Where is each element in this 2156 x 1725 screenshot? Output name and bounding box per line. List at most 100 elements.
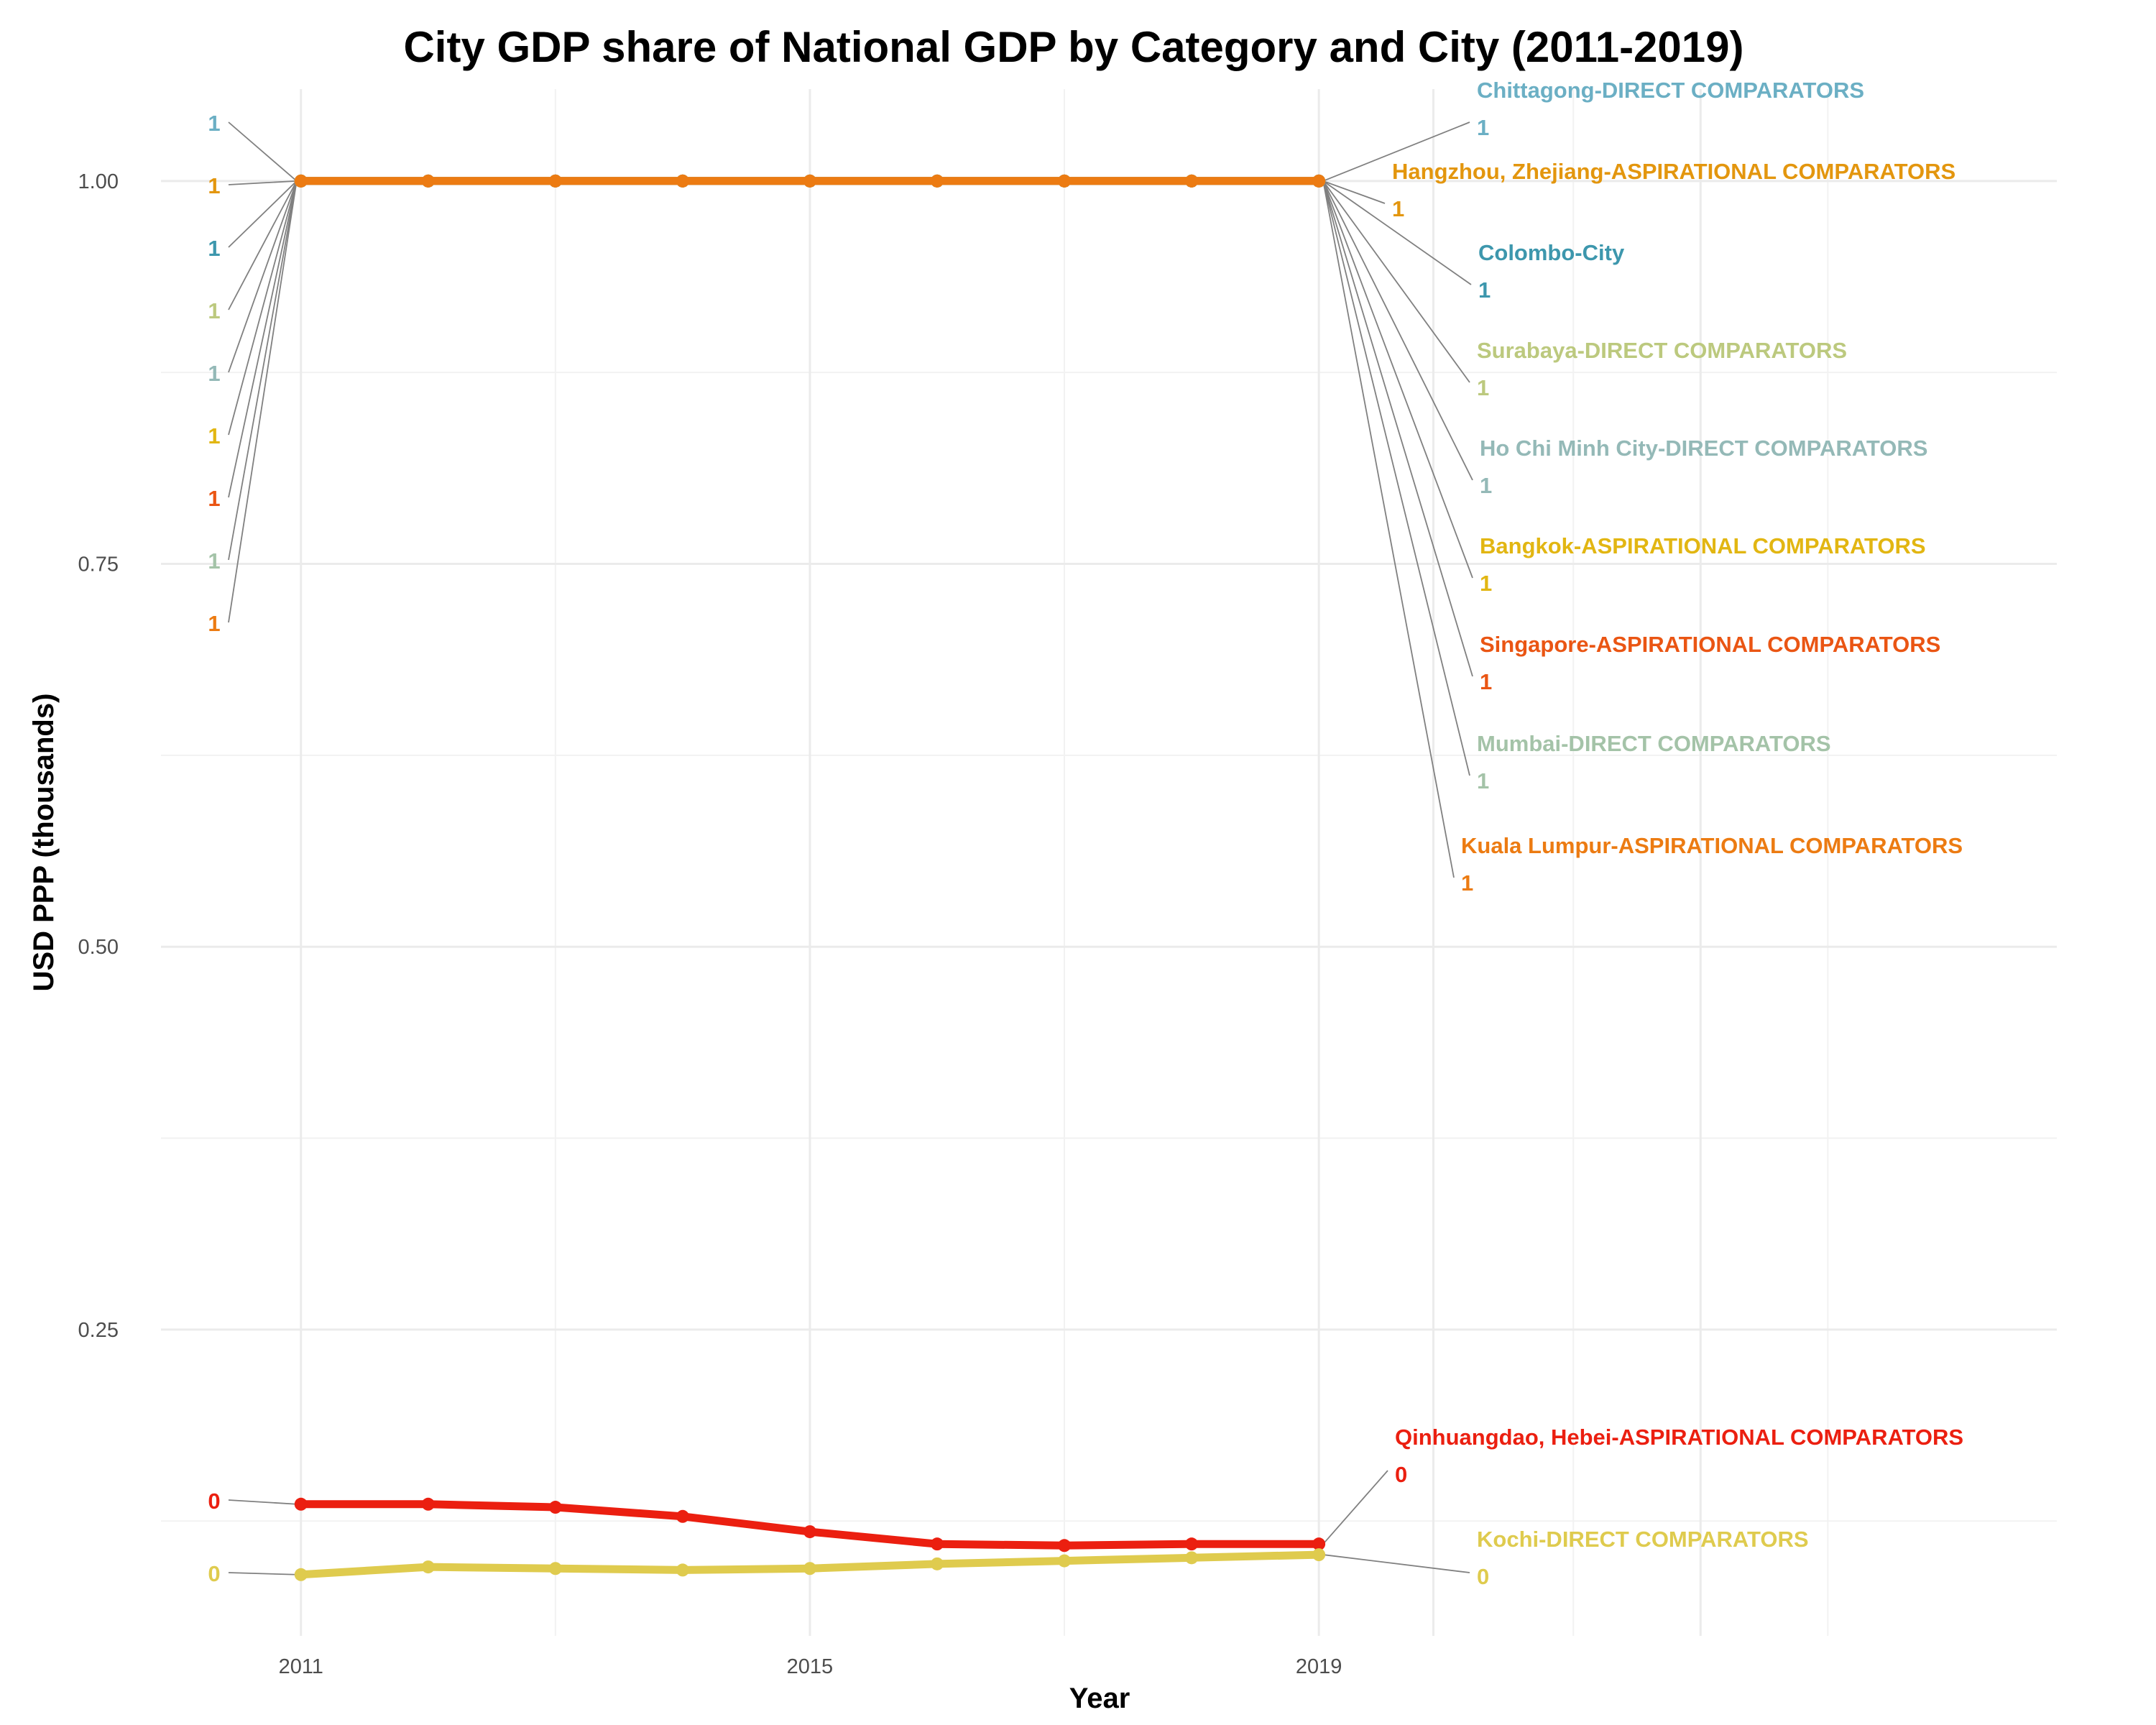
data-point bbox=[930, 174, 944, 188]
data-point bbox=[294, 174, 308, 188]
label-leader bbox=[1322, 180, 1473, 677]
label-leader bbox=[1322, 180, 1470, 383]
right-value-label: 1 bbox=[1392, 196, 1404, 221]
label-leader bbox=[228, 180, 298, 373]
data-point bbox=[1185, 1537, 1199, 1551]
series-name-label: Hangzhou, Zhejiang-ASPIRATIONAL COMPARAT… bbox=[1392, 159, 1955, 184]
left-value-label: 1 bbox=[208, 298, 220, 323]
data-point bbox=[803, 1525, 816, 1539]
label-leader bbox=[1322, 121, 1470, 182]
series-11 bbox=[294, 1548, 1326, 1581]
data-point bbox=[676, 1509, 689, 1523]
y-tick-label: 0.50 bbox=[78, 936, 119, 959]
series-name-label: Mumbai-DIRECT COMPARATORS bbox=[1477, 731, 1831, 756]
label-leader bbox=[228, 180, 298, 623]
data-point bbox=[930, 1557, 944, 1570]
series-name-label: Bangkok-ASPIRATIONAL COMPARATORS bbox=[1480, 533, 1926, 558]
left-value-label: 1 bbox=[208, 423, 220, 448]
series-name-label: Colombo-City bbox=[1478, 240, 1625, 265]
right-value-label: 1 bbox=[1477, 768, 1489, 794]
label-leader bbox=[1322, 180, 1386, 204]
series-name-label: Kuala Lumpur-ASPIRATIONAL COMPARATORS bbox=[1461, 833, 1963, 858]
series-name-label: Kochi-DIRECT COMPARATORS bbox=[1477, 1527, 1809, 1552]
data-point bbox=[1058, 174, 1072, 188]
data-point bbox=[1312, 1548, 1326, 1562]
data-point bbox=[421, 174, 435, 188]
label-leader bbox=[1322, 180, 1470, 776]
data-point bbox=[676, 174, 689, 188]
data-point bbox=[1312, 1537, 1326, 1551]
series-name-label: Ho Chi Minh City-DIRECT COMPARATORS bbox=[1480, 436, 1927, 461]
label-leader bbox=[228, 1499, 297, 1505]
right-value-label: 1 bbox=[1478, 277, 1491, 303]
label-leader bbox=[228, 180, 297, 185]
label-leader bbox=[1322, 180, 1455, 878]
series-10 bbox=[294, 1497, 1326, 1552]
left-value-label: 1 bbox=[208, 486, 220, 511]
axis-ticks: 0.25 0.50 0.75 1.00 2011 2015 2019 bbox=[78, 170, 1342, 1678]
data-point bbox=[548, 1562, 562, 1576]
series-9 bbox=[294, 174, 1326, 188]
data-point bbox=[421, 1497, 435, 1511]
series-name-label: Chittagong-DIRECT COMPARATORS bbox=[1477, 78, 1864, 103]
left-value-label: 1 bbox=[208, 548, 220, 574]
left-value-label: 0 bbox=[208, 1561, 220, 1586]
label-leader bbox=[1322, 180, 1473, 579]
data-point bbox=[1185, 1551, 1199, 1565]
y-tick-label: 0.75 bbox=[78, 553, 119, 576]
series-layer bbox=[294, 174, 1326, 1581]
data-point bbox=[676, 1563, 689, 1577]
label-leader bbox=[1322, 1470, 1388, 1545]
data-point bbox=[803, 174, 816, 188]
right-value-label: 0 bbox=[1477, 1564, 1489, 1589]
label-leader bbox=[228, 180, 298, 436]
label-leader bbox=[228, 1572, 297, 1576]
y-axis-title: USD PPP (thousands) bbox=[28, 694, 60, 992]
left-value-label: 0 bbox=[208, 1489, 220, 1514]
left-value-label: 1 bbox=[208, 236, 220, 261]
label-leader bbox=[1322, 180, 1472, 285]
series-name-label: Qinhuangdao, Hebei-ASPIRATIONAL COMPARAT… bbox=[1395, 1425, 1963, 1450]
label-leaders bbox=[228, 121, 1473, 1576]
right-value-label: 0 bbox=[1395, 1462, 1407, 1487]
right-value-label: 1 bbox=[1477, 375, 1489, 400]
right-value-label: 1 bbox=[1480, 669, 1492, 694]
data-point bbox=[294, 1568, 308, 1581]
left-value-label: 1 bbox=[208, 173, 220, 198]
label-leader bbox=[1322, 180, 1473, 481]
data-point bbox=[421, 1560, 435, 1574]
grid bbox=[161, 89, 2057, 1636]
data-point bbox=[294, 1497, 308, 1511]
series-name-label: Surabaya-DIRECT COMPARATORS bbox=[1477, 338, 1847, 363]
data-point bbox=[548, 174, 562, 188]
label-leader bbox=[228, 121, 298, 182]
data-point bbox=[548, 1501, 562, 1514]
y-tick-label: 0.25 bbox=[78, 1319, 119, 1342]
data-point bbox=[1185, 174, 1199, 188]
x-tick-label: 2019 bbox=[1296, 1655, 1342, 1678]
x-tick-label: 2011 bbox=[279, 1655, 323, 1678]
right-value-label: 1 bbox=[1461, 870, 1473, 896]
x-tick-label: 2015 bbox=[787, 1655, 834, 1678]
label-leader bbox=[228, 180, 298, 498]
y-tick-label: 1.00 bbox=[78, 170, 119, 193]
chart-title: City GDP share of National GDP by Catego… bbox=[403, 23, 1743, 71]
right-value-label: 1 bbox=[1477, 115, 1489, 140]
right-value-label: 1 bbox=[1480, 571, 1492, 596]
label-leader bbox=[1323, 1554, 1470, 1573]
series-labels: 1 Chittagong-DIRECT COMPARATORS 1 1 Hangzhou… bbox=[208, 78, 1963, 1589]
data-point bbox=[1058, 1539, 1072, 1552]
label-leader bbox=[228, 180, 298, 561]
x-axis-title: Year bbox=[1069, 1683, 1130, 1714]
series-name-label: Singapore-ASPIRATIONAL COMPARATORS bbox=[1480, 632, 1940, 657]
data-point bbox=[930, 1537, 944, 1551]
label-leader bbox=[228, 180, 298, 248]
right-value-label: 1 bbox=[1480, 473, 1492, 498]
label-leader bbox=[228, 180, 298, 310]
left-value-label: 1 bbox=[208, 611, 220, 636]
left-value-label: 1 bbox=[208, 361, 220, 386]
left-value-label: 1 bbox=[208, 111, 220, 136]
data-point bbox=[1312, 174, 1326, 188]
data-point bbox=[803, 1562, 816, 1576]
